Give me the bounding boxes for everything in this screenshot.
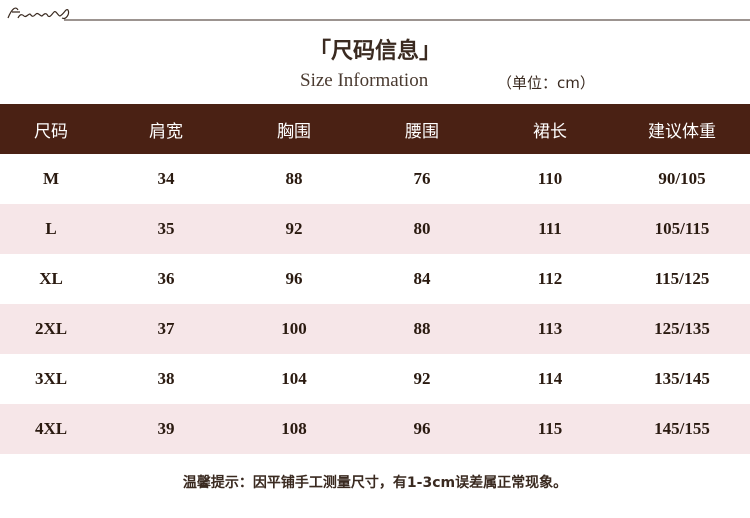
table-cell: 115 [537, 419, 563, 438]
table-cell: 113 [537, 319, 563, 338]
table-cell: 112 [537, 269, 563, 288]
table-cell: 37 [157, 319, 175, 338]
table-cell: 105/115 [654, 219, 710, 238]
table-cell: 96 [285, 269, 303, 288]
table-cell: 110 [537, 169, 563, 188]
table-cell: 135/145 [654, 369, 710, 388]
table-cell: 96 [413, 419, 431, 438]
table-cell-size: XL [39, 269, 63, 288]
table-cell: 90/105 [658, 169, 706, 188]
column-header: 胸围 [277, 121, 311, 142]
table-cell: 108 [281, 419, 307, 438]
table-cell: 115/125 [654, 269, 710, 288]
measurement-note: 温馨提示：因平铺手工测量尺寸，有1-3cm误差属正常现象。 [182, 475, 568, 491]
table-row: 4XL 39 108 96 115 145/155 [0, 404, 750, 454]
table-cell-size: 3XL [34, 369, 68, 388]
column-header: 建议体重 [648, 121, 716, 142]
table-cell: 35 [157, 219, 175, 238]
table-cell: 114 [537, 369, 563, 388]
table-cell-size: 4XL [34, 419, 68, 438]
table-cell-size: M [42, 169, 60, 188]
page-subtitle: Size Information [300, 70, 429, 91]
table-cell: 111 [538, 219, 562, 238]
table-row: 3XL 38 104 92 114 135/145 [0, 354, 750, 404]
table-cell: 34 [157, 169, 175, 188]
table-cell: 104 [281, 369, 307, 388]
table-cell: 38 [157, 369, 175, 388]
table-cell: 39 [157, 419, 175, 438]
table-cell: 88 [413, 319, 431, 338]
table-cell: 80 [413, 219, 431, 238]
size-table-body: M 34 88 76 110 90/105 L 35 92 80 111 105… [0, 154, 750, 454]
column-header: 裙长 [533, 121, 567, 142]
table-cell-size: L [45, 219, 57, 238]
table-cell: 125/135 [654, 319, 710, 338]
table-cell: 92 [413, 369, 431, 388]
brand-signature-logo [7, 7, 750, 21]
table-cell: 100 [281, 319, 307, 338]
table-row: L 35 92 80 111 105/115 [0, 204, 750, 254]
table-cell: 145/155 [654, 419, 710, 438]
table-cell: 88 [285, 169, 303, 188]
unit-label: （单位：cm） [497, 74, 595, 92]
table-row: 2XL 37 100 88 113 125/135 [0, 304, 750, 354]
column-header: 肩宽 [149, 121, 183, 142]
table-row: M 34 88 76 110 90/105 [0, 154, 750, 204]
table-header: 尺码 肩宽 胸围 腰围 裙长 建议体重 [0, 104, 750, 154]
column-header: 尺码 [34, 121, 68, 142]
table-cell: 92 [285, 219, 303, 238]
table-row: XL 36 96 84 112 115/125 [0, 254, 750, 304]
page-title: 「尺码信息」 [308, 39, 441, 64]
column-header: 腰围 [405, 121, 439, 142]
table-cell: 36 [157, 269, 175, 288]
table-cell: 84 [413, 269, 431, 288]
table-cell-size: 2XL [34, 319, 68, 338]
table-cell: 76 [413, 169, 431, 188]
